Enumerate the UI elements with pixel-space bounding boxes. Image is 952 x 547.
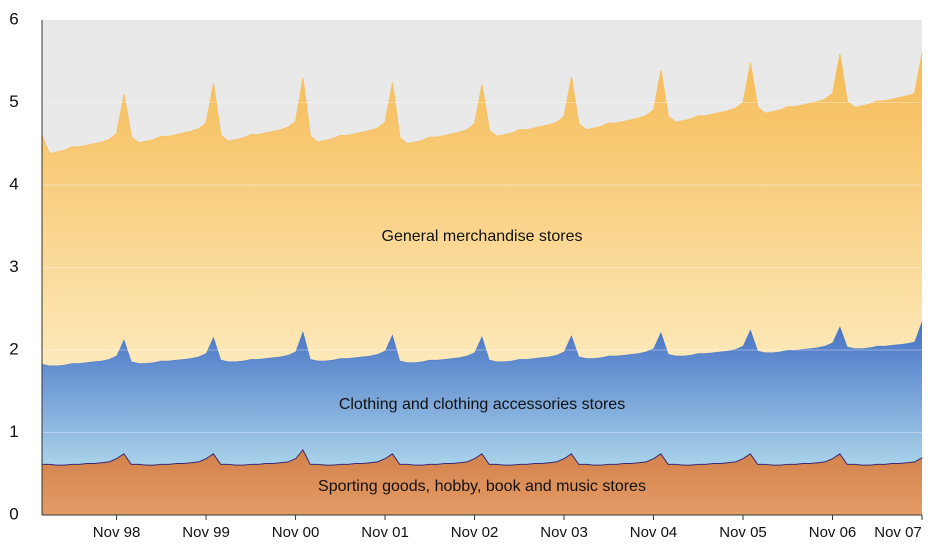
- x-tick-label: Nov 01: [361, 524, 409, 541]
- x-tick-label: Nov 03: [540, 524, 588, 541]
- y-tick-label: 1: [9, 422, 18, 441]
- y-tick-label: 4: [9, 174, 18, 193]
- x-tick-label: Nov 07: [874, 524, 922, 541]
- area-label: Clothing and clothing accessories stores: [339, 396, 625, 413]
- y-tick-label: 6: [9, 9, 18, 28]
- x-tick-label: Nov 06: [809, 524, 857, 541]
- area-label: Sporting goods, hobby, book and music st…: [318, 478, 646, 495]
- x-tick-label: Nov 02: [451, 524, 499, 541]
- y-tick-label: 0: [9, 504, 18, 523]
- x-tick-label: Nov 05: [719, 524, 767, 541]
- area-label: General merchandise stores: [382, 228, 583, 245]
- y-tick-label: 2: [9, 339, 18, 358]
- x-tick-label: Nov 04: [630, 524, 678, 541]
- area-edge: [41, 52, 923, 155]
- x-tick-label: Nov 00: [272, 524, 320, 541]
- y-tick-label: 3: [9, 257, 18, 276]
- y-tick-label: 5: [9, 92, 18, 111]
- area: [42, 321, 922, 465]
- area: [42, 53, 922, 366]
- x-tick-label: Nov 99: [182, 524, 230, 541]
- area: [42, 449, 922, 515]
- x-tick-label: Nov 98: [93, 524, 141, 541]
